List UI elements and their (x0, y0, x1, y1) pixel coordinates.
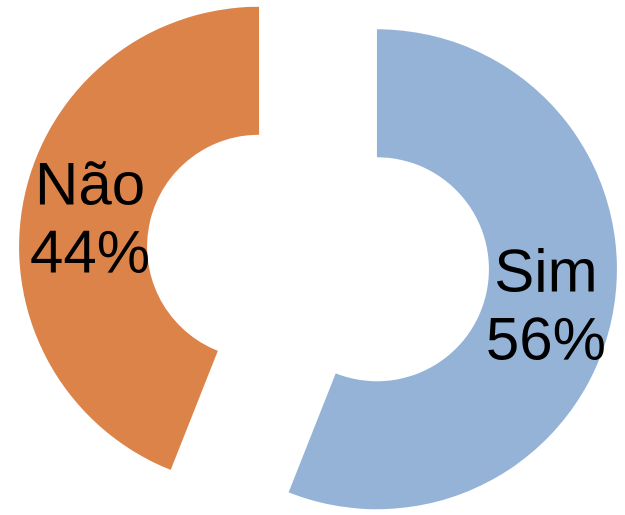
labels-group: Sim 56% Não 44% (30, 151, 606, 373)
percent-label: 56% (486, 306, 606, 373)
slices-group (19, 6, 617, 510)
percent-label: 44% (30, 219, 150, 286)
slice-nao (19, 6, 260, 470)
category-label: Sim (494, 238, 597, 305)
slice-label-nao: Não 44% (30, 151, 150, 286)
slice-label-sim: Sim 56% (486, 238, 606, 373)
category-label: Não (35, 151, 145, 218)
slice-sim (288, 29, 617, 510)
